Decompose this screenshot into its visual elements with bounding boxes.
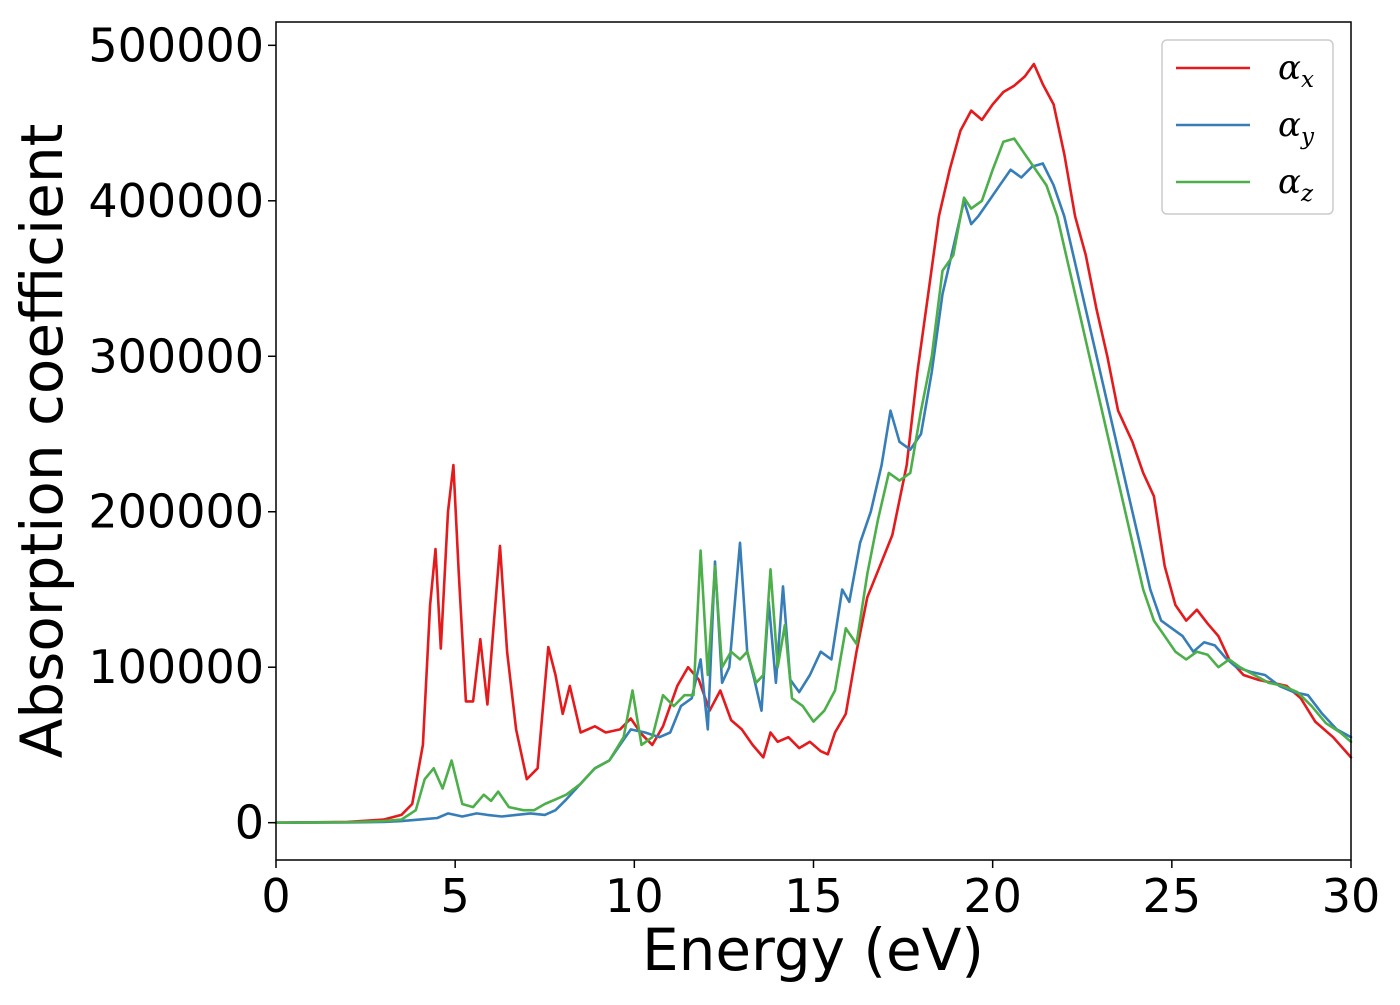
x-tick-label: 20: [963, 869, 1022, 923]
y-tick-label: 100000: [88, 640, 264, 694]
legend-box: [1161, 39, 1334, 215]
x-tick-label: 0: [261, 869, 290, 923]
y-tick-label: 0: [235, 796, 264, 850]
x-axis-ticks: 0 5 10 15 20 25 30: [261, 860, 1380, 923]
series-layer: [274, 62, 1353, 824]
series-line-alpha-x: [274, 62, 1353, 824]
y-tick-label: 400000: [88, 174, 264, 228]
y-axis-ticks: 0 100000 200000 300000 400000 500000: [88, 18, 276, 850]
y-tick-label: 300000: [88, 329, 264, 383]
series-line-alpha-z: [274, 137, 1353, 824]
y-tick-label: 500000: [88, 18, 264, 72]
y-tick-label: 200000: [88, 485, 264, 539]
x-tick-label: 5: [441, 869, 470, 923]
x-tick-label: 30: [1322, 869, 1381, 923]
y-axis-label: Absorption coefficient: [8, 124, 76, 759]
x-tick-label: 25: [1143, 869, 1202, 923]
series-line-alpha-y: [274, 162, 1353, 824]
x-tick-label: 10: [605, 869, 664, 923]
x-tick-label: 15: [784, 869, 843, 923]
x-axis-label: Energy (eV): [642, 916, 984, 984]
